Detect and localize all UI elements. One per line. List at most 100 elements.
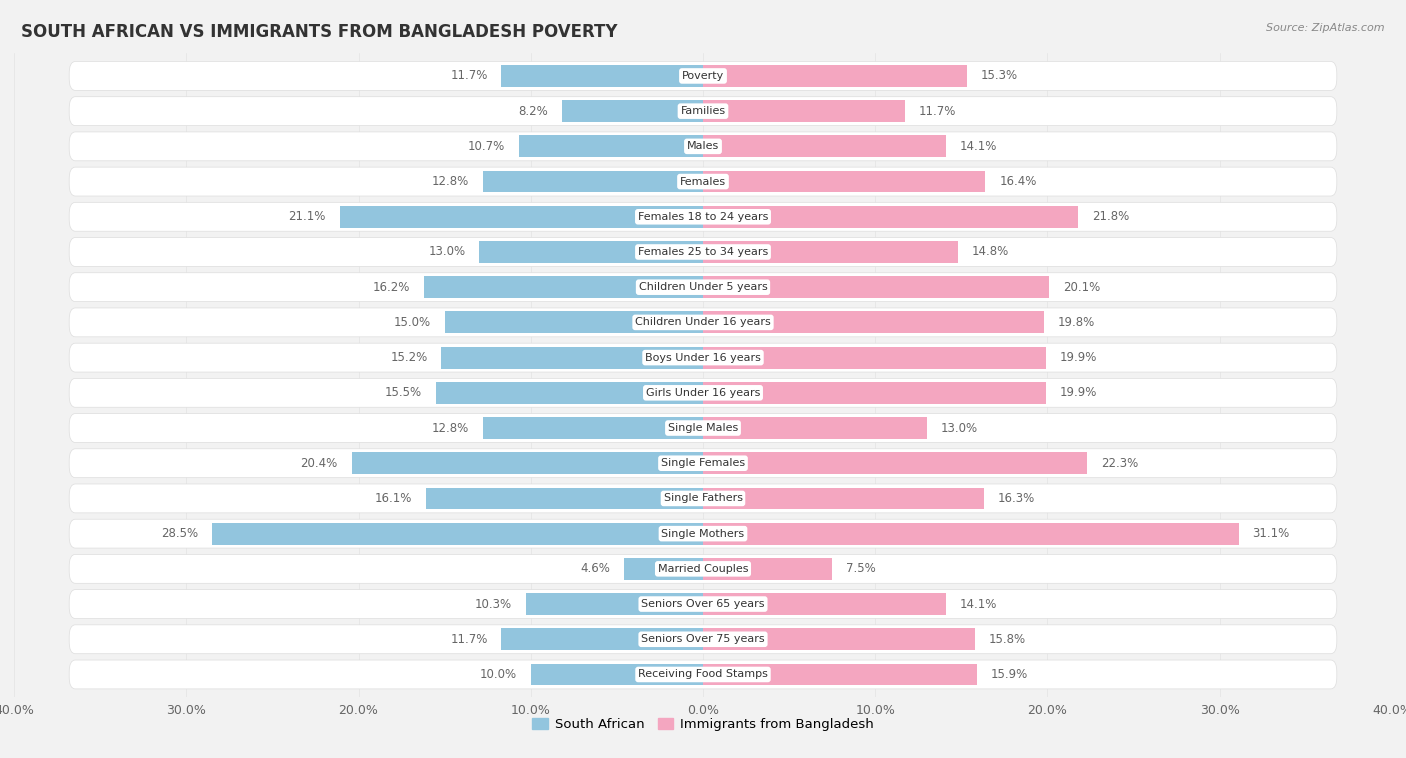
Text: Married Couples: Married Couples — [658, 564, 748, 574]
Bar — [436, 382, 703, 404]
FancyBboxPatch shape — [69, 625, 1337, 653]
FancyBboxPatch shape — [69, 202, 1337, 231]
Text: Single Males: Single Males — [668, 423, 738, 433]
Text: 7.5%: 7.5% — [846, 562, 876, 575]
Bar — [502, 65, 703, 87]
Bar — [519, 136, 703, 157]
Bar — [624, 558, 703, 580]
Bar — [425, 276, 703, 298]
Bar — [703, 346, 1046, 368]
Text: 12.8%: 12.8% — [432, 175, 468, 188]
Text: Seniors Over 65 years: Seniors Over 65 years — [641, 599, 765, 609]
FancyBboxPatch shape — [69, 308, 1337, 337]
FancyBboxPatch shape — [69, 237, 1337, 266]
Text: 15.8%: 15.8% — [988, 633, 1026, 646]
Text: Females: Females — [681, 177, 725, 186]
FancyBboxPatch shape — [69, 132, 1337, 161]
Bar — [703, 594, 946, 615]
Text: 19.9%: 19.9% — [1060, 387, 1097, 399]
Text: Girls Under 16 years: Girls Under 16 years — [645, 388, 761, 398]
FancyBboxPatch shape — [69, 590, 1337, 619]
Text: 10.3%: 10.3% — [475, 597, 512, 610]
Text: Boys Under 16 years: Boys Under 16 years — [645, 352, 761, 362]
Text: Males: Males — [688, 141, 718, 152]
Bar — [703, 312, 1045, 334]
Text: 16.1%: 16.1% — [374, 492, 412, 505]
Text: 15.2%: 15.2% — [391, 351, 427, 364]
Bar — [703, 558, 832, 580]
Text: SOUTH AFRICAN VS IMMIGRANTS FROM BANGLADESH POVERTY: SOUTH AFRICAN VS IMMIGRANTS FROM BANGLAD… — [21, 23, 617, 41]
Text: 22.3%: 22.3% — [1101, 457, 1137, 470]
Text: 20.4%: 20.4% — [301, 457, 337, 470]
Bar — [352, 453, 703, 475]
Text: 14.1%: 14.1% — [960, 597, 997, 610]
Bar — [441, 346, 703, 368]
Text: 31.1%: 31.1% — [1253, 527, 1289, 540]
Text: 16.2%: 16.2% — [373, 280, 411, 293]
Text: Families: Families — [681, 106, 725, 116]
Text: 4.6%: 4.6% — [581, 562, 610, 575]
Bar — [426, 487, 703, 509]
Text: Single Females: Single Females — [661, 459, 745, 468]
Text: 15.9%: 15.9% — [991, 668, 1028, 681]
Text: 13.0%: 13.0% — [941, 421, 977, 434]
Bar — [703, 171, 986, 193]
Bar — [703, 276, 1049, 298]
Text: Seniors Over 75 years: Seniors Over 75 years — [641, 634, 765, 644]
Legend: South African, Immigrants from Bangladesh: South African, Immigrants from Banglades… — [527, 713, 879, 736]
Text: Children Under 16 years: Children Under 16 years — [636, 318, 770, 327]
Bar — [482, 417, 703, 439]
FancyBboxPatch shape — [69, 660, 1337, 689]
Bar — [703, 487, 984, 509]
Bar — [703, 663, 977, 685]
Bar — [703, 136, 946, 157]
Text: Single Mothers: Single Mothers — [661, 528, 745, 539]
Text: 11.7%: 11.7% — [450, 70, 488, 83]
Bar — [703, 65, 966, 87]
FancyBboxPatch shape — [69, 414, 1337, 443]
Text: 20.1%: 20.1% — [1063, 280, 1101, 293]
Text: 16.3%: 16.3% — [997, 492, 1035, 505]
Bar — [703, 523, 1239, 544]
FancyBboxPatch shape — [69, 273, 1337, 302]
Text: Children Under 5 years: Children Under 5 years — [638, 282, 768, 292]
Bar — [703, 628, 976, 650]
Bar — [502, 628, 703, 650]
Bar — [703, 100, 904, 122]
FancyBboxPatch shape — [69, 554, 1337, 584]
Text: 10.0%: 10.0% — [479, 668, 517, 681]
Text: 12.8%: 12.8% — [432, 421, 468, 434]
FancyBboxPatch shape — [69, 449, 1337, 478]
Text: 14.1%: 14.1% — [960, 140, 997, 153]
Bar — [479, 241, 703, 263]
FancyBboxPatch shape — [69, 378, 1337, 407]
Bar — [703, 417, 927, 439]
Text: 28.5%: 28.5% — [162, 527, 198, 540]
Bar — [212, 523, 703, 544]
Text: 11.7%: 11.7% — [918, 105, 956, 117]
FancyBboxPatch shape — [69, 167, 1337, 196]
Bar — [526, 594, 703, 615]
Text: 19.9%: 19.9% — [1060, 351, 1097, 364]
FancyBboxPatch shape — [69, 484, 1337, 513]
Text: Poverty: Poverty — [682, 71, 724, 81]
Text: Females 18 to 24 years: Females 18 to 24 years — [638, 211, 768, 222]
Text: 15.5%: 15.5% — [385, 387, 422, 399]
Text: 15.0%: 15.0% — [394, 316, 430, 329]
Bar — [562, 100, 703, 122]
FancyBboxPatch shape — [69, 343, 1337, 372]
Text: 13.0%: 13.0% — [429, 246, 465, 258]
Text: 15.3%: 15.3% — [980, 70, 1018, 83]
FancyBboxPatch shape — [69, 519, 1337, 548]
Text: 11.7%: 11.7% — [450, 633, 488, 646]
Bar — [531, 663, 703, 685]
Text: 10.7%: 10.7% — [468, 140, 505, 153]
Bar — [482, 171, 703, 193]
Bar — [703, 241, 957, 263]
Text: 14.8%: 14.8% — [972, 246, 1010, 258]
FancyBboxPatch shape — [69, 61, 1337, 90]
Bar — [444, 312, 703, 334]
Bar — [703, 453, 1087, 475]
Text: 8.2%: 8.2% — [519, 105, 548, 117]
Text: 21.8%: 21.8% — [1092, 210, 1129, 224]
